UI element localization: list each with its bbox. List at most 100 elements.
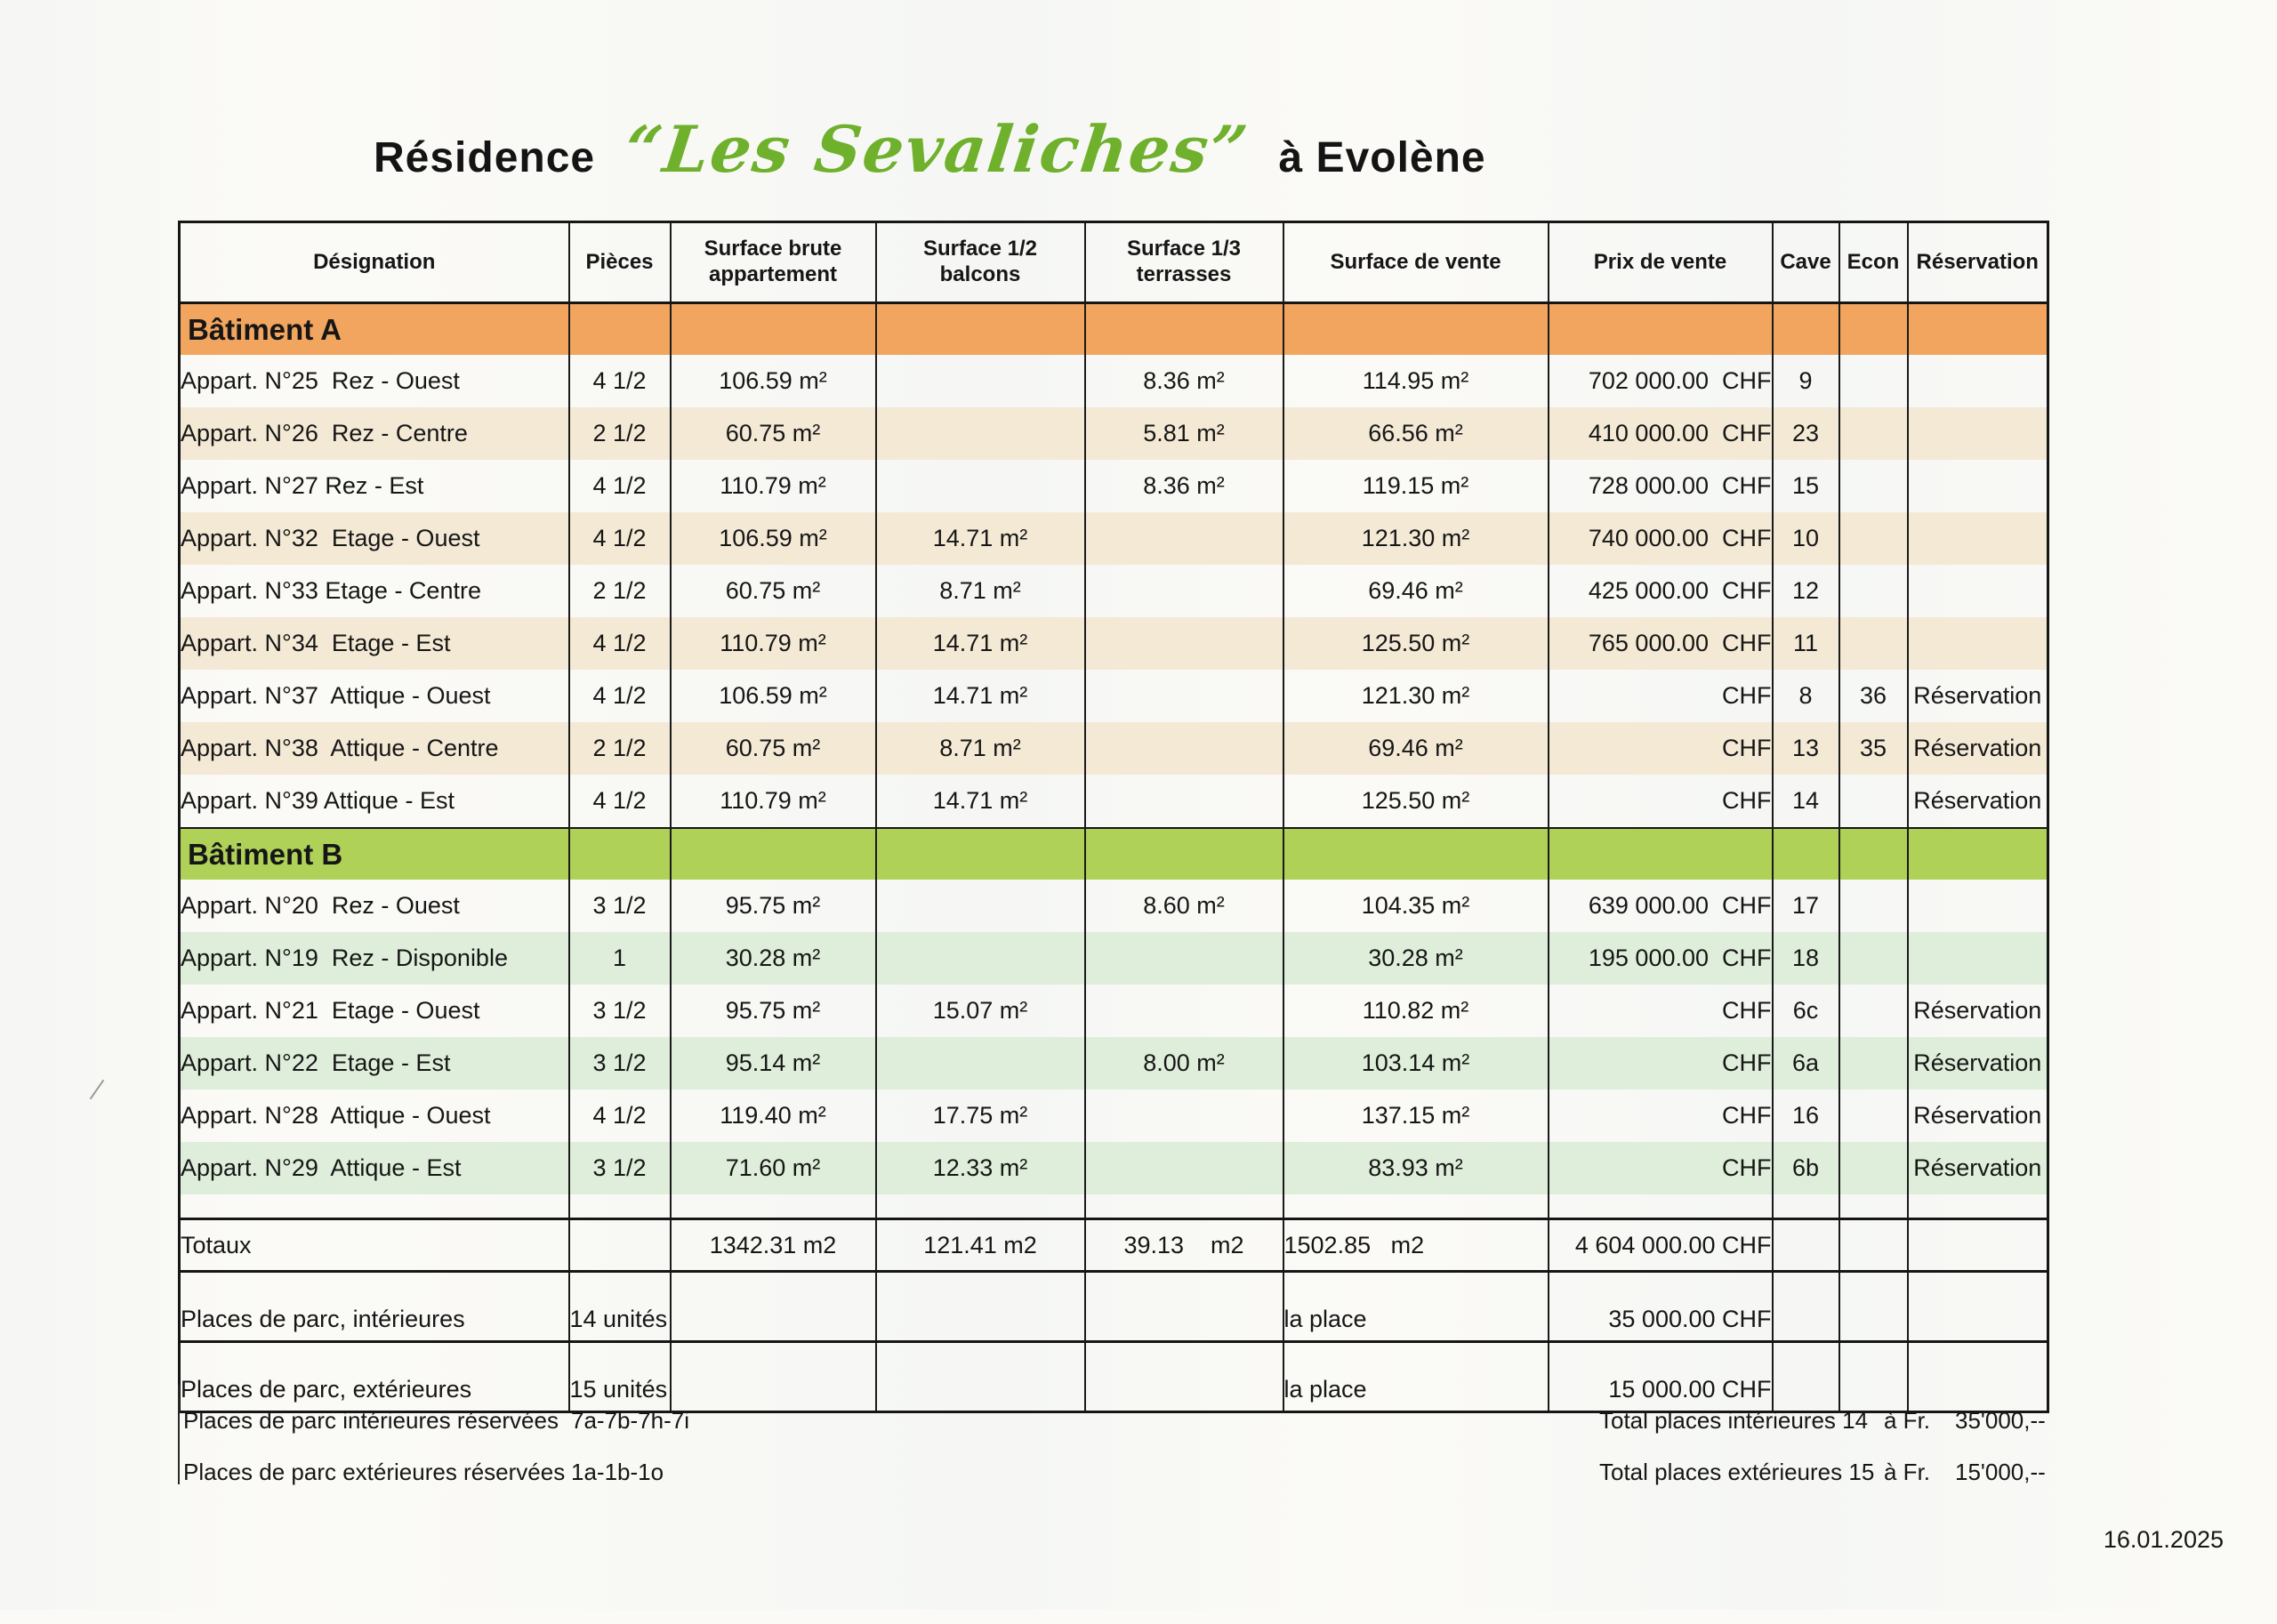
- cell-prix: 702 000.00 CHF: [1547, 355, 1774, 407]
- cell-balcons: [874, 880, 1086, 932]
- cell-cave: 23: [1771, 407, 1840, 460]
- footer-exterior-total: Total places extérieures 15: [1599, 1459, 1875, 1485]
- column-header-balcons: Surface 1/2 balcons: [874, 221, 1086, 304]
- cell-reservation: [1906, 460, 2049, 512]
- totals-label: Totaux: [178, 1218, 570, 1273]
- cell-econ: [1838, 880, 1909, 932]
- cell-brute: 110.79 m²: [669, 617, 877, 670]
- cell-balcons: [874, 932, 1086, 985]
- cell-reservation: Réservation: [1906, 1089, 2049, 1142]
- cell-terrasses: 8.60 m²: [1083, 880, 1284, 932]
- cell-balcons: 8.71 m²: [874, 722, 1086, 775]
- parking-row: Places de parc, extérieures 15 unités la p…: [178, 1341, 2049, 1413]
- cell-brute: 106.59 m²: [669, 512, 877, 565]
- spacer-row: [178, 1194, 2049, 1219]
- cell-econ: 35: [1838, 722, 1909, 775]
- footer-interior-label: Places de parc intérieures réservées: [183, 1407, 559, 1434]
- cell-prix: CHF: [1547, 985, 1774, 1037]
- parking-per-unit: la place: [1282, 1341, 1549, 1413]
- cell-cave: 14: [1771, 775, 1840, 828]
- parking-empty: [874, 1341, 1086, 1413]
- cell-reservation: Réservation: [1906, 775, 2049, 828]
- cell-pieces: 3 1/2: [567, 1037, 672, 1089]
- section-band-cell: [1906, 302, 2049, 355]
- parking-label: Places de parc, intérieures: [178, 1271, 570, 1343]
- cell-econ: [1838, 1089, 1909, 1142]
- cell-balcons: [874, 355, 1086, 407]
- table-row: Appart. N°34 Etage - Est 4 1/2 110.79 m² 14…: [178, 617, 2049, 670]
- column-header-pieces: Pièces: [567, 221, 672, 304]
- cell-terrasses: [1083, 985, 1284, 1037]
- cell-terrasses: 8.36 m²: [1083, 355, 1284, 407]
- parking-empty: [1906, 1341, 2049, 1413]
- cell-vente: 103.14 m²: [1282, 1037, 1549, 1089]
- cell-brute: 95.75 m²: [669, 985, 877, 1037]
- parking-prix: 35 000.00 CHF: [1547, 1271, 1774, 1343]
- cell-prix: CHF: [1547, 775, 1774, 828]
- cell-terrasses: [1083, 932, 1284, 985]
- footer-exterior-spots: 1a-1b-1o: [571, 1459, 664, 1485]
- table-row: Appart. N°38 Attique - Centre 2 1/2 60.75 …: [178, 722, 2049, 775]
- column-header-cave: Cave: [1771, 221, 1840, 304]
- totals-row: Totaux 1342.31 m2 121.41 m2 39.13 m2 1502.85…: [178, 1218, 2049, 1273]
- cell-reservation: [1906, 617, 2049, 670]
- cell-vente: 69.46 m²: [1282, 565, 1549, 617]
- cell-brute: 110.79 m²: [669, 775, 877, 828]
- section-band-cell: [1547, 302, 1774, 355]
- cell-prix: 410 000.00 CHF: [1547, 407, 1774, 460]
- cell-balcons: 14.71 m²: [874, 617, 1086, 670]
- cell-reservation: Réservation: [1906, 1142, 2049, 1194]
- table-left-border-extension: [178, 1385, 180, 1484]
- cell-pieces: 4 1/2: [567, 355, 672, 407]
- cell-pieces: 4 1/2: [567, 617, 672, 670]
- cell-terrasses: [1083, 775, 1284, 828]
- cell-brute: 110.79 m²: [669, 460, 877, 512]
- cell-econ: 36: [1838, 670, 1909, 722]
- column-header-reservation: Réservation: [1906, 221, 2049, 304]
- cell-reservation: [1906, 932, 2049, 985]
- cell-pieces: 4 1/2: [567, 775, 672, 828]
- totals-vente: 1502.85 m2: [1282, 1218, 1549, 1273]
- cell-econ: [1838, 355, 1909, 407]
- cell-vente: 66.56 m²: [1282, 407, 1549, 460]
- column-header-prix: Prix de vente: [1547, 221, 1774, 304]
- cell-terrasses: [1083, 1089, 1284, 1142]
- table-body: Bâtiment A Appart. N°25 Rez - Ouest 4 1/2 1…: [178, 302, 2049, 1413]
- parking-units: 14 unités: [567, 1271, 672, 1343]
- table-row: Appart. N°32 Etage - Ouest 4 1/2 106.59 m²…: [178, 512, 2049, 565]
- cell-econ: [1838, 775, 1909, 828]
- cell-balcons: 15.07 m²: [874, 985, 1086, 1037]
- cell-terrasses: 5.81 m²: [1083, 407, 1284, 460]
- document-date: 16.01.2025: [2103, 1526, 2224, 1553]
- cell-vente: 69.46 m²: [1282, 722, 1549, 775]
- table-row: Appart. N°25 Rez - Ouest 4 1/2 106.59 m² 8.…: [178, 355, 2049, 407]
- spacer-cell: [1906, 1194, 2049, 1219]
- cell-cave: 6a: [1771, 1037, 1840, 1089]
- spacer-cell: [1771, 1194, 1840, 1219]
- cell-cave: 12: [1771, 565, 1840, 617]
- cell-brute: 95.75 m²: [669, 880, 877, 932]
- cell-cave: 11: [1771, 617, 1840, 670]
- table-row: Appart. N°26 Rez - Centre 2 1/2 60.75 m² 5.…: [178, 407, 2049, 460]
- cell-designation: Appart. N°25 Rez - Ouest: [178, 355, 570, 407]
- cell-econ: [1838, 460, 1909, 512]
- table-row: Appart. N°22 Etage - Est 3 1/2 95.14 m² 8.0…: [178, 1037, 2049, 1089]
- table-row: Appart. N°28 Attique - Ouest 4 1/2 119.40 …: [178, 1089, 2049, 1142]
- cell-brute: 71.60 m²: [669, 1142, 877, 1194]
- section-header-row: Bâtiment B: [178, 827, 2049, 880]
- cell-prix: 425 000.00 CHF: [1547, 565, 1774, 617]
- cell-brute: 119.40 m²: [669, 1089, 877, 1142]
- parking-empty: [1838, 1341, 1909, 1413]
- cell-pieces: 4 1/2: [567, 1089, 672, 1142]
- spacer-cell: [669, 1194, 877, 1219]
- cell-brute: 30.28 m²: [669, 932, 877, 985]
- cell-cave: 6b: [1771, 1142, 1840, 1194]
- cell-pieces: 4 1/2: [567, 460, 672, 512]
- title-location: à Evolène: [1278, 134, 1486, 181]
- cell-vente: 121.30 m²: [1282, 670, 1549, 722]
- parking-empty: [1771, 1271, 1840, 1343]
- cell-designation: Appart. N°22 Etage - Est: [178, 1037, 570, 1089]
- cell-terrasses: 8.00 m²: [1083, 1037, 1284, 1089]
- cell-balcons: 14.71 m²: [874, 670, 1086, 722]
- table-row: Appart. N°20 Rez - Ouest 3 1/2 95.75 m² 8.6…: [178, 880, 2049, 932]
